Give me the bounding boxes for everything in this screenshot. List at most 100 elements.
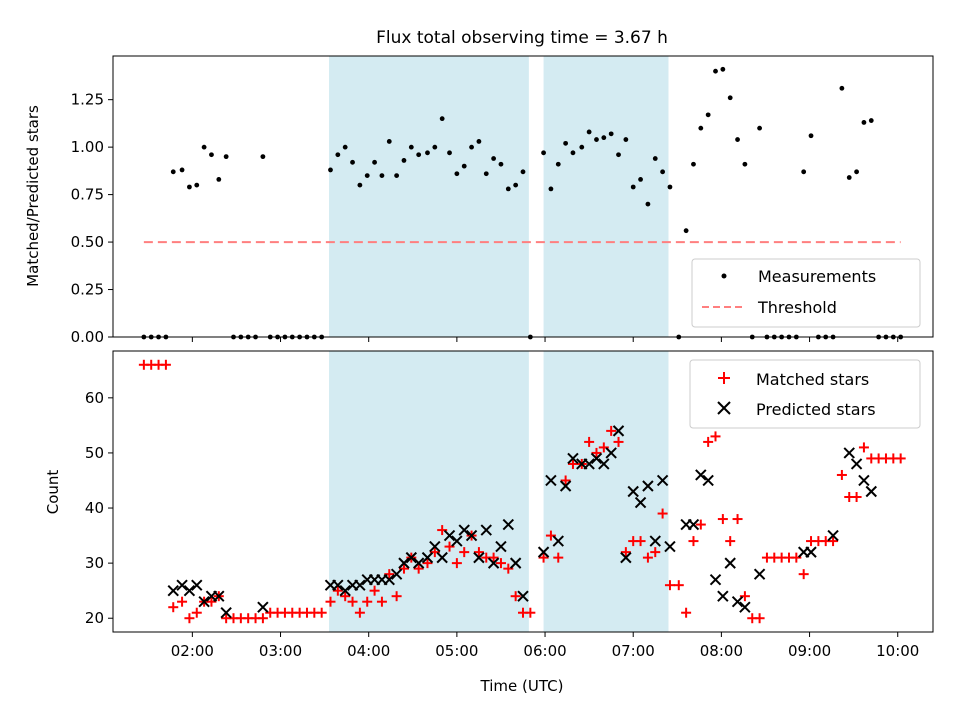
measurement-point-30 [357, 182, 363, 188]
top-y-axis-label: Matched/Predicted stars [24, 105, 42, 287]
matched-point-40 [429, 547, 440, 558]
matched-point-88 [791, 552, 802, 563]
measurement-point-46 [476, 139, 482, 144]
matched-point-68 [642, 552, 653, 563]
matched-point-54 [538, 552, 549, 563]
top-legend-box [691, 258, 921, 328]
measurement-point-31 [364, 173, 370, 179]
predicted-point-62 [731, 595, 744, 608]
predicted-point-24 [429, 540, 441, 553]
measurement-point-64 [616, 152, 621, 158]
matched-point-26 [325, 596, 336, 607]
measurement-point-79 [727, 95, 733, 101]
matched-point-83 [754, 613, 765, 624]
predicted-point-59 [709, 573, 722, 586]
measurement-point-58 [570, 150, 576, 156]
matched-point-71 [664, 580, 675, 591]
measurement-point-59 [579, 144, 585, 150]
predicted-point-1 [167, 584, 179, 597]
measurement-point-97 [861, 120, 867, 125]
measurement-point-6 [179, 167, 185, 173]
legend-measurements-marker [721, 273, 727, 279]
bottom-data-marks [138, 359, 906, 624]
matched-point-29 [347, 596, 358, 607]
matched-point-80 [732, 514, 743, 525]
matched-point-17 [257, 613, 268, 624]
measurement-point-81 [742, 161, 748, 167]
measurement-point-57 [563, 140, 569, 146]
measurement-point-68 [645, 201, 651, 207]
x-tick-label: 08:00 [700, 642, 743, 660]
matched-point-6 [177, 596, 188, 607]
measurement-point-76 [705, 112, 711, 118]
predicted-point-46 [605, 447, 617, 459]
predicted-point-22 [412, 557, 425, 569]
matched-point-96 [851, 492, 862, 503]
legend-matched-marker [718, 372, 730, 384]
matched-point-81 [739, 591, 750, 602]
matched-point-94 [836, 469, 847, 480]
y-tick-label: 0.00 [71, 328, 104, 346]
y-tick-label: 0.75 [71, 186, 104, 204]
measurement-point-54 [541, 150, 546, 156]
measurement-point-56 [555, 161, 561, 167]
predicted-point-23 [421, 551, 434, 564]
measurement-point-65 [623, 137, 629, 142]
measurement-point-49 [498, 161, 504, 167]
matched-point-36 [398, 563, 409, 574]
predicted-point-29 [465, 529, 478, 542]
matched-point-72 [673, 580, 684, 591]
measurement-point-47 [483, 171, 489, 177]
measurement-point-73 [683, 228, 689, 234]
predicted-point-51 [642, 480, 654, 492]
top-panel-frame [112, 55, 934, 338]
predicted-point-38 [545, 474, 557, 487]
chart-title: Flux total observing time = 3.67 h [376, 28, 668, 48]
shaded-interval-2 [543, 56, 669, 337]
matched-point-64 [613, 436, 624, 447]
matched-point-62 [598, 442, 609, 453]
matched-point-60 [584, 436, 595, 447]
predicted-point-8 [220, 607, 232, 619]
matched-point-31 [362, 596, 373, 607]
predicted-point-3 [183, 584, 196, 597]
matched-point-8 [191, 607, 202, 618]
measurement-point-35 [394, 173, 400, 179]
legend-predicted-label: Predicted stars [756, 400, 876, 419]
measurement-point-28 [342, 144, 348, 150]
predicted-point-63 [739, 601, 751, 613]
predicted-point-4 [191, 579, 203, 591]
predicted-point-60 [717, 590, 729, 602]
predicted-point-61 [724, 557, 736, 569]
shaded-interval-1 [329, 351, 529, 632]
predicted-point-7 [213, 590, 225, 602]
matched-point-58 [567, 458, 578, 469]
matched-point-74 [688, 536, 699, 547]
predicted-point-68 [843, 447, 855, 459]
measurement-point-9 [201, 144, 207, 150]
matched-point-73 [681, 607, 692, 618]
predicted-point-39 [552, 535, 564, 547]
matched-point-10 [206, 596, 217, 607]
predicted-point-21 [405, 551, 418, 564]
predicted-point-25 [436, 551, 448, 564]
matched-point-39 [422, 558, 433, 569]
matched-point-32 [369, 585, 380, 596]
top-shaded-intervals [329, 56, 669, 337]
matched-point-97 [858, 442, 869, 453]
predicted-point-66 [805, 546, 817, 558]
predicted-point-9 [257, 601, 269, 613]
matched-point-42 [444, 541, 455, 552]
y-tick-label: 30 [85, 554, 104, 572]
predicted-point-37 [537, 546, 550, 558]
matched-point-5 [168, 602, 179, 613]
measurement-point-42 [447, 150, 452, 156]
measurement-point-80 [735, 137, 740, 142]
measurement-point-69 [652, 156, 658, 161]
top-panel: 0.00 0.25 0.50 0.75 1.00 1.25 Matched/Predict… [24, 55, 934, 346]
predicted-point-28 [458, 524, 470, 536]
bottom-legend: Matched stars Predicted stars [689, 359, 921, 429]
measurement-point-98 [868, 118, 874, 123]
matched-point-65 [620, 547, 631, 558]
matched-point-56 [553, 552, 564, 563]
